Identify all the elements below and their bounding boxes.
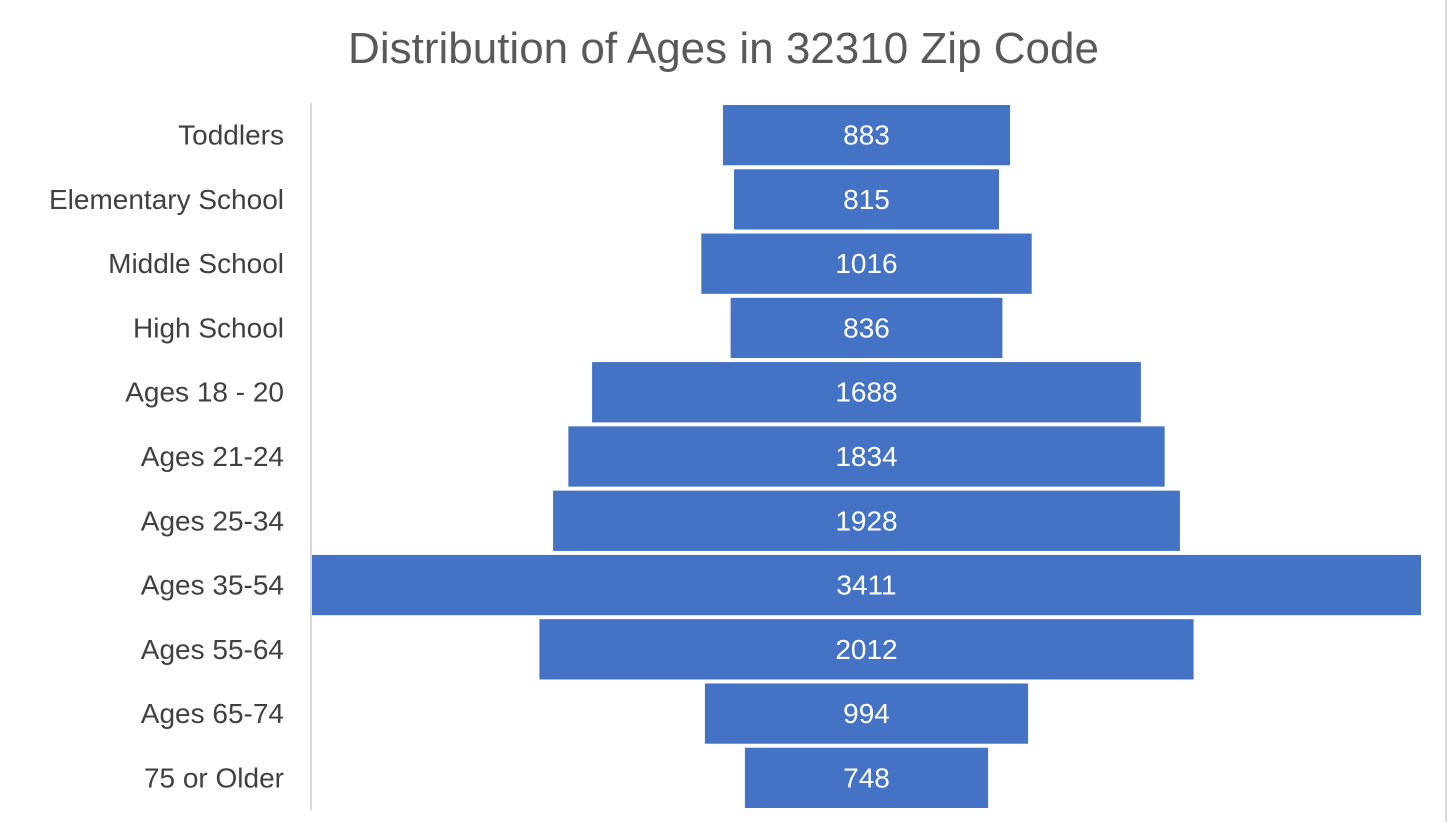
data-label: 836 — [843, 312, 890, 343]
category-tick-label: Ages 35-54 — [141, 570, 284, 601]
category-tick-label: Toddlers — [178, 120, 284, 151]
category-tick-label: High School — [133, 312, 284, 343]
bar — [553, 490, 1180, 551]
chart-title: Distribution of Ages in 32310 Zip Code — [348, 24, 1099, 73]
category-tick-label: Elementary School — [49, 184, 284, 215]
bar — [744, 747, 989, 808]
data-label: 1928 — [835, 505, 897, 536]
bar — [734, 169, 999, 230]
data-label: 3411 — [836, 570, 896, 601]
category-tick-label: 75 or Older — [144, 762, 284, 793]
data-label: 815 — [843, 184, 890, 215]
bar — [730, 297, 1003, 359]
bar — [701, 233, 1032, 294]
category-tick-label: Ages 65-74 — [141, 698, 284, 729]
data-label: 748 — [843, 762, 890, 793]
data-label: 1688 — [835, 377, 897, 408]
data-label: 2012 — [835, 634, 897, 665]
data-label: 994 — [843, 698, 890, 729]
data-label: 1016 — [835, 248, 897, 279]
data-label: 1834 — [835, 441, 897, 472]
category-tick-label: Ages 55-64 — [141, 634, 284, 665]
category-tick-label: Ages 18 - 20 — [125, 377, 284, 408]
chart-border — [1445, 0, 1447, 822]
bar — [592, 362, 1141, 423]
bar — [312, 554, 1421, 616]
data-label: 883 — [843, 120, 890, 151]
bar — [539, 619, 1194, 680]
bar — [704, 683, 1029, 744]
category-tick-label: Middle School — [108, 248, 284, 279]
category-tick-label: Ages 21-24 — [141, 441, 284, 472]
bar — [722, 105, 1011, 166]
category-tick-label: Ages 25-34 — [141, 505, 284, 536]
bar — [568, 426, 1165, 487]
